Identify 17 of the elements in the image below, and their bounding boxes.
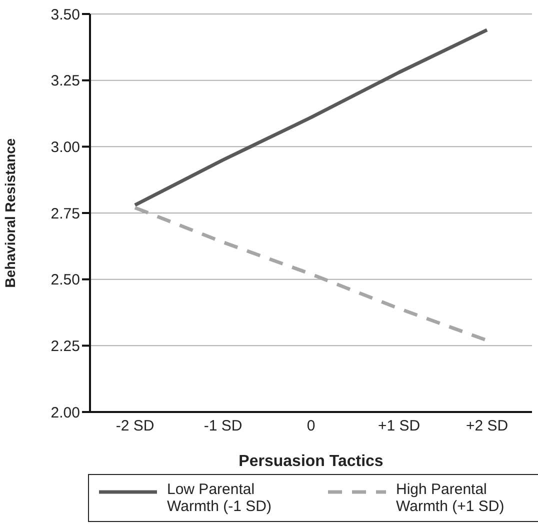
legend-label: Low Parental Warmth (-1 SD) [167, 481, 272, 515]
x-tick-label: -1 SD [204, 418, 242, 435]
y-tick-label: 2.50 [50, 272, 80, 289]
line-series [133, 28, 489, 207]
x-tick-label: +1 SD [378, 418, 420, 435]
x-tick-label: -2 SD [116, 418, 154, 435]
x-axis-title: Persuasion Tactics [238, 453, 384, 470]
y-axis-title: Behavioral Resistance [2, 138, 18, 288]
x-tick-label: +2 SD [466, 418, 508, 435]
legend-label: High Parental Warmth (+1 SD) [396, 481, 506, 515]
y-tick-label: 3.00 [50, 138, 80, 156]
y-tick-label: 2.00 [50, 404, 80, 422]
x-tick-label: 0 [306, 418, 316, 435]
y-tick-label: 3.50 [50, 6, 80, 24]
y-tick-label: 3.25 [50, 72, 80, 90]
y-tick-label: 2.25 [50, 338, 80, 355]
y-tick-label: 2.75 [50, 205, 80, 222]
